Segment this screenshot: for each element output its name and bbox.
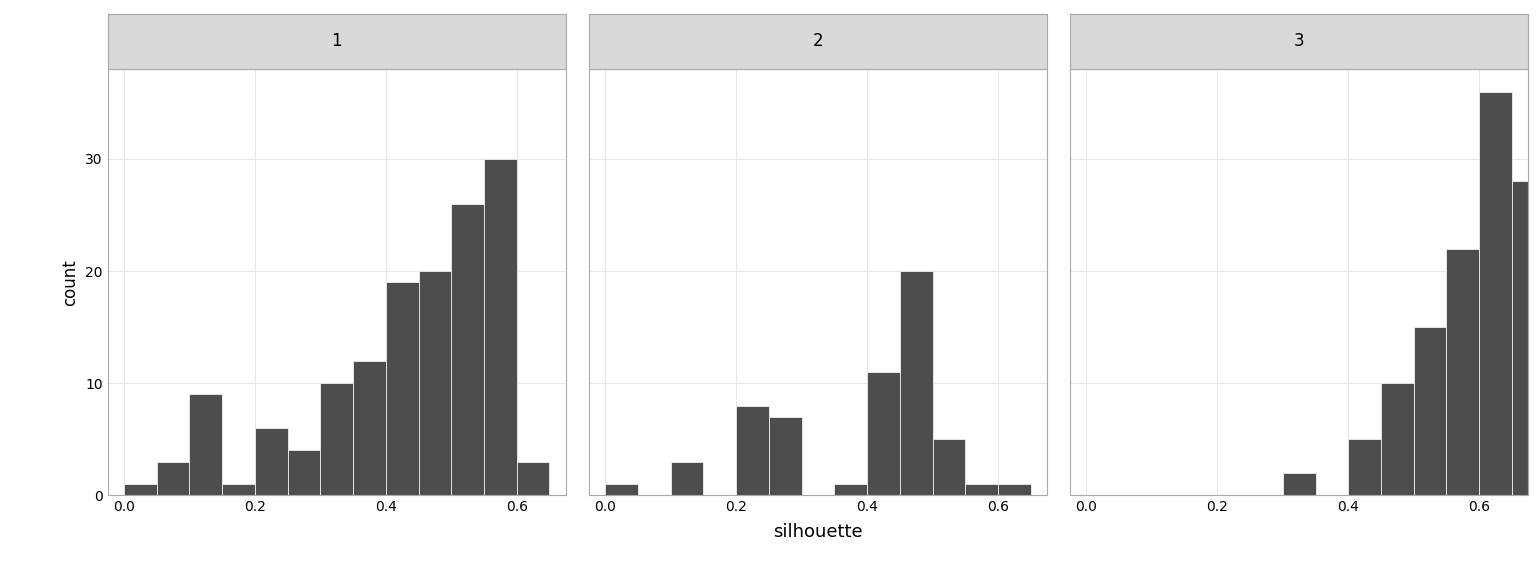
Bar [124, 484, 157, 495]
Bar [1447, 249, 1479, 495]
Bar [1071, 14, 1528, 69]
Bar [1413, 327, 1447, 495]
Bar [588, 14, 1048, 69]
Bar [108, 14, 565, 69]
Text: 3: 3 [1293, 32, 1304, 51]
Bar [770, 417, 802, 495]
Bar [965, 484, 998, 495]
Bar [1479, 92, 1511, 495]
Bar [932, 439, 965, 495]
Bar [866, 372, 900, 495]
Bar [321, 383, 353, 495]
Text: 2: 2 [813, 32, 823, 51]
Bar [605, 484, 637, 495]
Bar [386, 282, 418, 495]
Bar [998, 484, 1031, 495]
Bar [736, 406, 770, 495]
Bar [255, 428, 287, 495]
Bar [418, 271, 452, 495]
Y-axis label: count: count [61, 259, 80, 306]
Bar [452, 204, 484, 495]
Bar [287, 450, 321, 495]
Bar [1511, 181, 1536, 495]
Bar [353, 361, 386, 495]
Bar [671, 462, 703, 495]
Bar [223, 484, 255, 495]
Bar [1381, 383, 1413, 495]
Bar [516, 462, 550, 495]
Bar [1283, 473, 1315, 495]
Text: 1: 1 [332, 32, 343, 51]
Bar [484, 159, 516, 495]
Bar [157, 462, 189, 495]
Bar [1349, 439, 1381, 495]
X-axis label: silhouette: silhouette [773, 522, 863, 540]
Bar [189, 395, 223, 495]
Bar [900, 271, 932, 495]
Bar [834, 484, 866, 495]
